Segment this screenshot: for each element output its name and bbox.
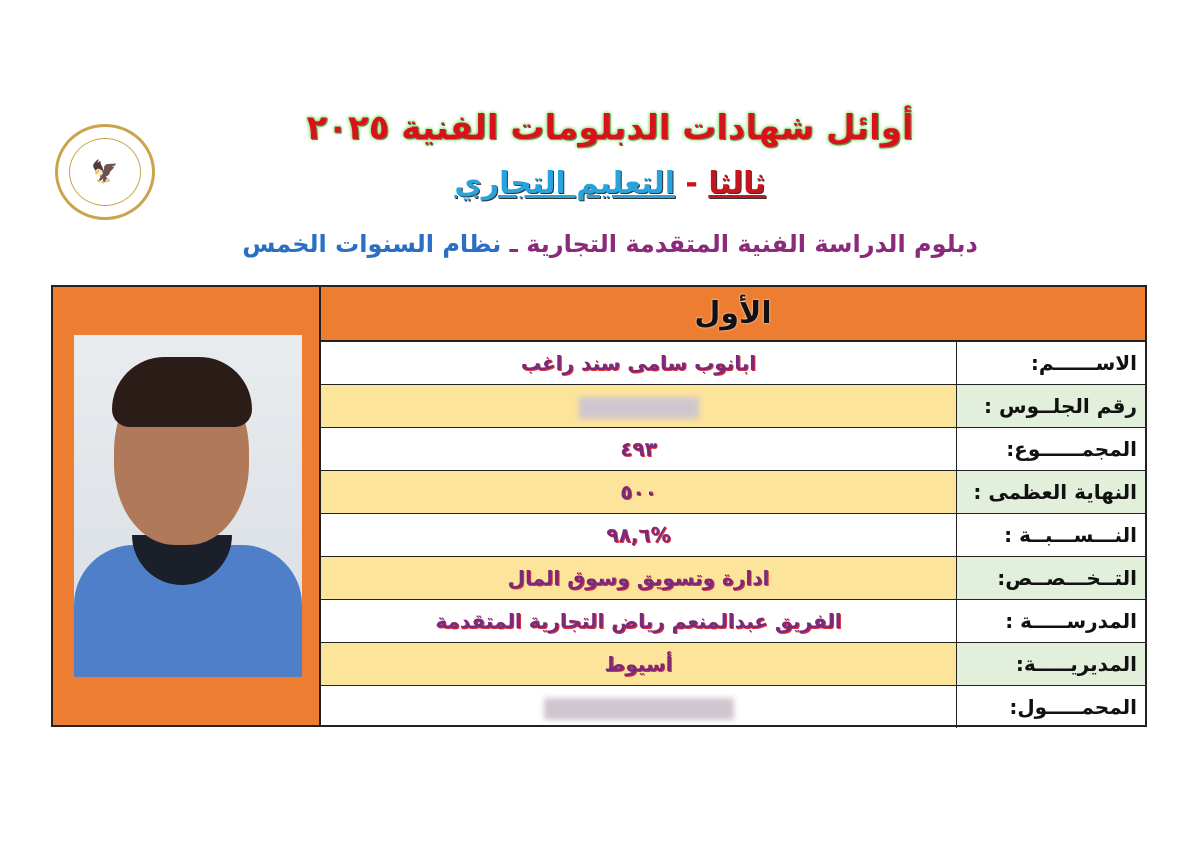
field-value: أسيوط <box>321 643 956 685</box>
field-value: ادارة وتسويق وسوق المال <box>321 557 956 599</box>
section-ordinal: ثالثا <box>708 166 766 201</box>
eagle-emblem-icon: 🦅 <box>69 138 141 206</box>
table-row: النهاية العظمى :٥٠٠ <box>321 471 1145 514</box>
page-title: أوائل شهادات الدبلومات الفنية ٢٠٢٥ <box>306 108 914 148</box>
table-row: رقم الجلــوس : <box>321 385 1145 428</box>
table-row: الاســــــم: ابانوب سامى سند راغب <box>321 342 1145 385</box>
field-value <box>321 385 956 427</box>
section-name: التعليم التجاري <box>454 166 675 201</box>
ministry-logo: 🦅 <box>55 124 155 220</box>
diploma-name: دبلوم الدراسة الفنية المتقدمة التجارية <box>526 230 978 258</box>
field-label: النـــســـبــة : <box>956 514 1145 556</box>
field-label: المديريـــــة: <box>956 643 1145 685</box>
table-row: المدرســـــة : الفريق عبدالمنعم رياض التج… <box>321 600 1145 643</box>
field-value <box>321 686 956 728</box>
field-value: ٤٩٣ <box>620 437 657 461</box>
rank-header: الأول <box>321 287 1145 342</box>
info-table: الأول الاســــــم: ابانوب سامى سند راغب رق… <box>321 287 1145 728</box>
field-value: ابانوب سامى سند راغب <box>520 351 757 375</box>
field-label: رقم الجلــوس : <box>956 385 1145 427</box>
field-label: التــخـــصــص: <box>956 557 1145 599</box>
student-photo <box>74 335 302 677</box>
section-sep: - <box>674 166 709 201</box>
diploma-sep: ـ <box>501 230 527 258</box>
redacted-value <box>543 697 734 720</box>
field-label: النهاية العظمى : <box>956 471 1145 513</box>
student-card: الأول الاســــــم: ابانوب سامى سند راغب رق… <box>51 285 1147 728</box>
table-row: التــخـــصــص: ادارة وتسويق وسوق المال <box>321 557 1145 600</box>
redacted-value <box>578 396 699 419</box>
field-label: المحمـــــول: <box>956 686 1145 728</box>
table-row: المجمــــــوع: ٤٩٣ <box>321 428 1145 471</box>
table-row: النـــســـبــة : %٩٨,٦ <box>321 514 1145 557</box>
table-row: المديريـــــة: أسيوط <box>321 643 1145 686</box>
field-label: المدرســـــة : <box>956 600 1145 642</box>
field-value: الفريق عبدالمنعم رياض التجارية المتقدمة <box>435 609 842 633</box>
section-title: ثالثا - التعليم التجاري <box>230 166 990 201</box>
diploma-system: نظام السنوات الخمس <box>242 230 502 258</box>
field-label: المجمــــــوع: <box>956 428 1145 470</box>
field-value: %٩٨,٦ <box>606 523 671 547</box>
table-row: المحمـــــول: <box>321 686 1145 728</box>
field-label: الاســــــم: <box>956 342 1145 384</box>
photo-panel <box>53 287 321 725</box>
field-value: ٥٠٠ <box>321 471 956 513</box>
diploma-title: دبلوم الدراسة الفنية المتقدمة التجارية ـ… <box>230 230 990 258</box>
